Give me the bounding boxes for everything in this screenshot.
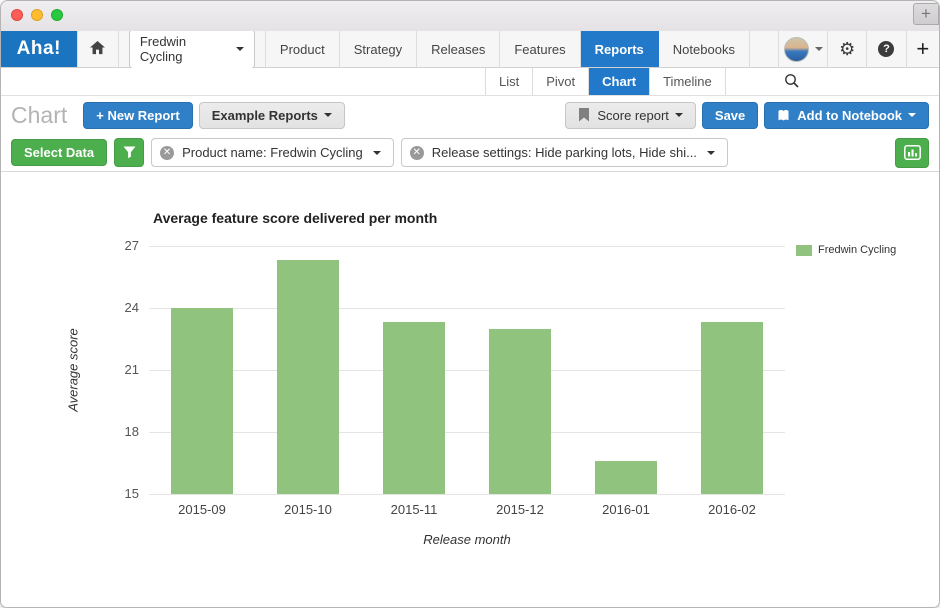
select-data-button[interactable]: Select Data (11, 139, 108, 166)
add-to-notebook-button[interactable]: Add to Notebook (764, 101, 929, 129)
window-titlebar: + (1, 1, 939, 31)
filter-icon (123, 146, 136, 159)
home-button[interactable] (78, 31, 119, 67)
settings-button[interactable]: ⚙ (827, 31, 866, 67)
legend-swatch (796, 244, 812, 256)
search-icon (784, 74, 800, 92)
nav-tab-features[interactable]: Features (500, 31, 581, 67)
example-reports-button[interactable]: Example Reports (198, 101, 345, 129)
new-report-button[interactable]: + New Report (83, 101, 193, 129)
chevron-down-icon (323, 113, 332, 117)
legend-label: Fredwin Cycling (818, 244, 897, 256)
chart-title: Average feature score delivered per mont… (153, 210, 438, 226)
example-reports-label: Example Reports (211, 107, 318, 123)
avatar (783, 36, 809, 62)
add-filter-button[interactable] (114, 138, 145, 167)
report-name-label: Score report (597, 107, 669, 123)
gridline-y-24 (149, 308, 785, 309)
y-tick-label-24: 24 (124, 300, 139, 315)
subnav-tab-timeline[interactable]: Timeline (649, 68, 726, 95)
subnav-tab-chart[interactable]: Chart (588, 68, 650, 95)
bookmark-icon (579, 108, 590, 122)
workspace-selector[interactable]: Fredwin Cycling (128, 29, 255, 69)
filter-pill-product-name[interactable]: ✕ Product name: Fredwin Cycling (151, 138, 394, 167)
bar-chart-icon (903, 145, 921, 160)
add-to-notebook-label: Add to Notebook (797, 107, 902, 123)
x-tick-label-2015-11: 2015-11 (390, 502, 438, 517)
legend-item[interactable]: Fredwin Cycling (796, 244, 896, 256)
y-tick-label-27: 27 (124, 238, 139, 253)
gear-icon: ⚙ (839, 38, 856, 59)
x-tick-label-2015-09: 2015-09 (178, 502, 226, 517)
nav-tab-notebooks[interactable]: Notebooks (659, 31, 750, 67)
chevron-down-icon (814, 47, 823, 51)
report-type-subnav: List Pivot Chart Timeline (1, 68, 939, 96)
filter-label: Release settings: Hide parking lots, Hid… (431, 145, 697, 160)
workspace-cell: Fredwin Cycling (119, 29, 266, 69)
save-button[interactable]: Save (701, 101, 759, 129)
main-navbar: Aha! Fredwin Cycling Product Strategy Re… (1, 29, 939, 69)
help-icon: ? (878, 41, 895, 57)
search-button[interactable] (784, 73, 800, 92)
bar-2016-02[interactable] (701, 322, 763, 494)
filter-label: Product name: Fredwin Cycling (182, 145, 363, 160)
filter-pill-release-settings[interactable]: ✕ Release settings: Hide parking lots, H… (400, 138, 728, 167)
home-icon (90, 40, 106, 58)
user-menu[interactable] (777, 31, 827, 67)
aha-logo[interactable]: Aha! (1, 31, 78, 67)
report-name-button[interactable]: Score report (565, 101, 696, 129)
window-zoom-button[interactable] (51, 9, 63, 21)
subnav-tab-list[interactable]: List (485, 68, 532, 95)
quick-add-button[interactable]: + (905, 31, 939, 67)
y-tick-label-18: 18 (124, 424, 139, 439)
help-button[interactable]: ? (866, 31, 905, 67)
x-tick-label-2016-02: 2016-02 (708, 502, 756, 517)
remove-filter-icon[interactable]: ✕ (409, 145, 424, 160)
subnav-tab-pivot[interactable]: Pivot (532, 68, 588, 95)
y-tick-label-15: 15 (124, 486, 139, 501)
chart-options-button[interactable] (895, 137, 929, 168)
gridline-y-21 (149, 370, 785, 371)
plus-icon: + (916, 36, 930, 61)
chevron-down-icon (235, 47, 244, 51)
notebook-icon (778, 109, 789, 120)
remove-filter-icon[interactable]: ✕ (160, 145, 175, 160)
nav-tab-product[interactable]: Product (266, 31, 340, 67)
nav-tab-releases[interactable]: Releases (417, 31, 501, 67)
chevron-down-icon (674, 113, 683, 117)
gridline-y-18 (149, 432, 785, 433)
x-axis-label: Release month (423, 532, 511, 547)
bar-2016-01[interactable] (595, 460, 657, 494)
y-tick-label-21: 21 (124, 362, 139, 377)
nav-tab-reports[interactable]: Reports (580, 31, 659, 67)
navbar-spacer (750, 31, 778, 67)
window-minimize-button[interactable] (31, 9, 43, 21)
bar-2015-11[interactable] (383, 322, 445, 494)
bar-2015-10[interactable] (277, 260, 339, 494)
bar-2015-09[interactable] (171, 308, 233, 494)
nav-tab-strategy[interactable]: Strategy (340, 31, 418, 67)
gridline-y-27 (149, 246, 785, 247)
x-tick-label-2015-12: 2015-12 (496, 502, 544, 517)
y-axis-label: Average score (65, 328, 81, 412)
bar-2015-12[interactable] (489, 328, 551, 494)
chart-canvas: Average feature score delivered per mont… (1, 172, 939, 607)
gridline-y-15 (149, 494, 785, 495)
report-header: Chart + New Report Example Reports Score… (1, 96, 939, 134)
chevron-down-icon (372, 150, 381, 155)
chevron-down-icon (908, 113, 916, 117)
x-tick-label-2015-10: 2015-10 (284, 502, 332, 517)
chevron-down-icon (706, 150, 715, 155)
workspace-label: Fredwin Cycling (139, 34, 187, 64)
page-title: Chart (11, 101, 68, 128)
new-tab-button[interactable]: + (913, 3, 939, 25)
filter-bar: Select Data ✕ Product name: Fredwin Cycl… (1, 134, 939, 172)
x-tick-label-2016-01: 2016-01 (602, 502, 650, 517)
window-close-button[interactable] (11, 9, 23, 21)
